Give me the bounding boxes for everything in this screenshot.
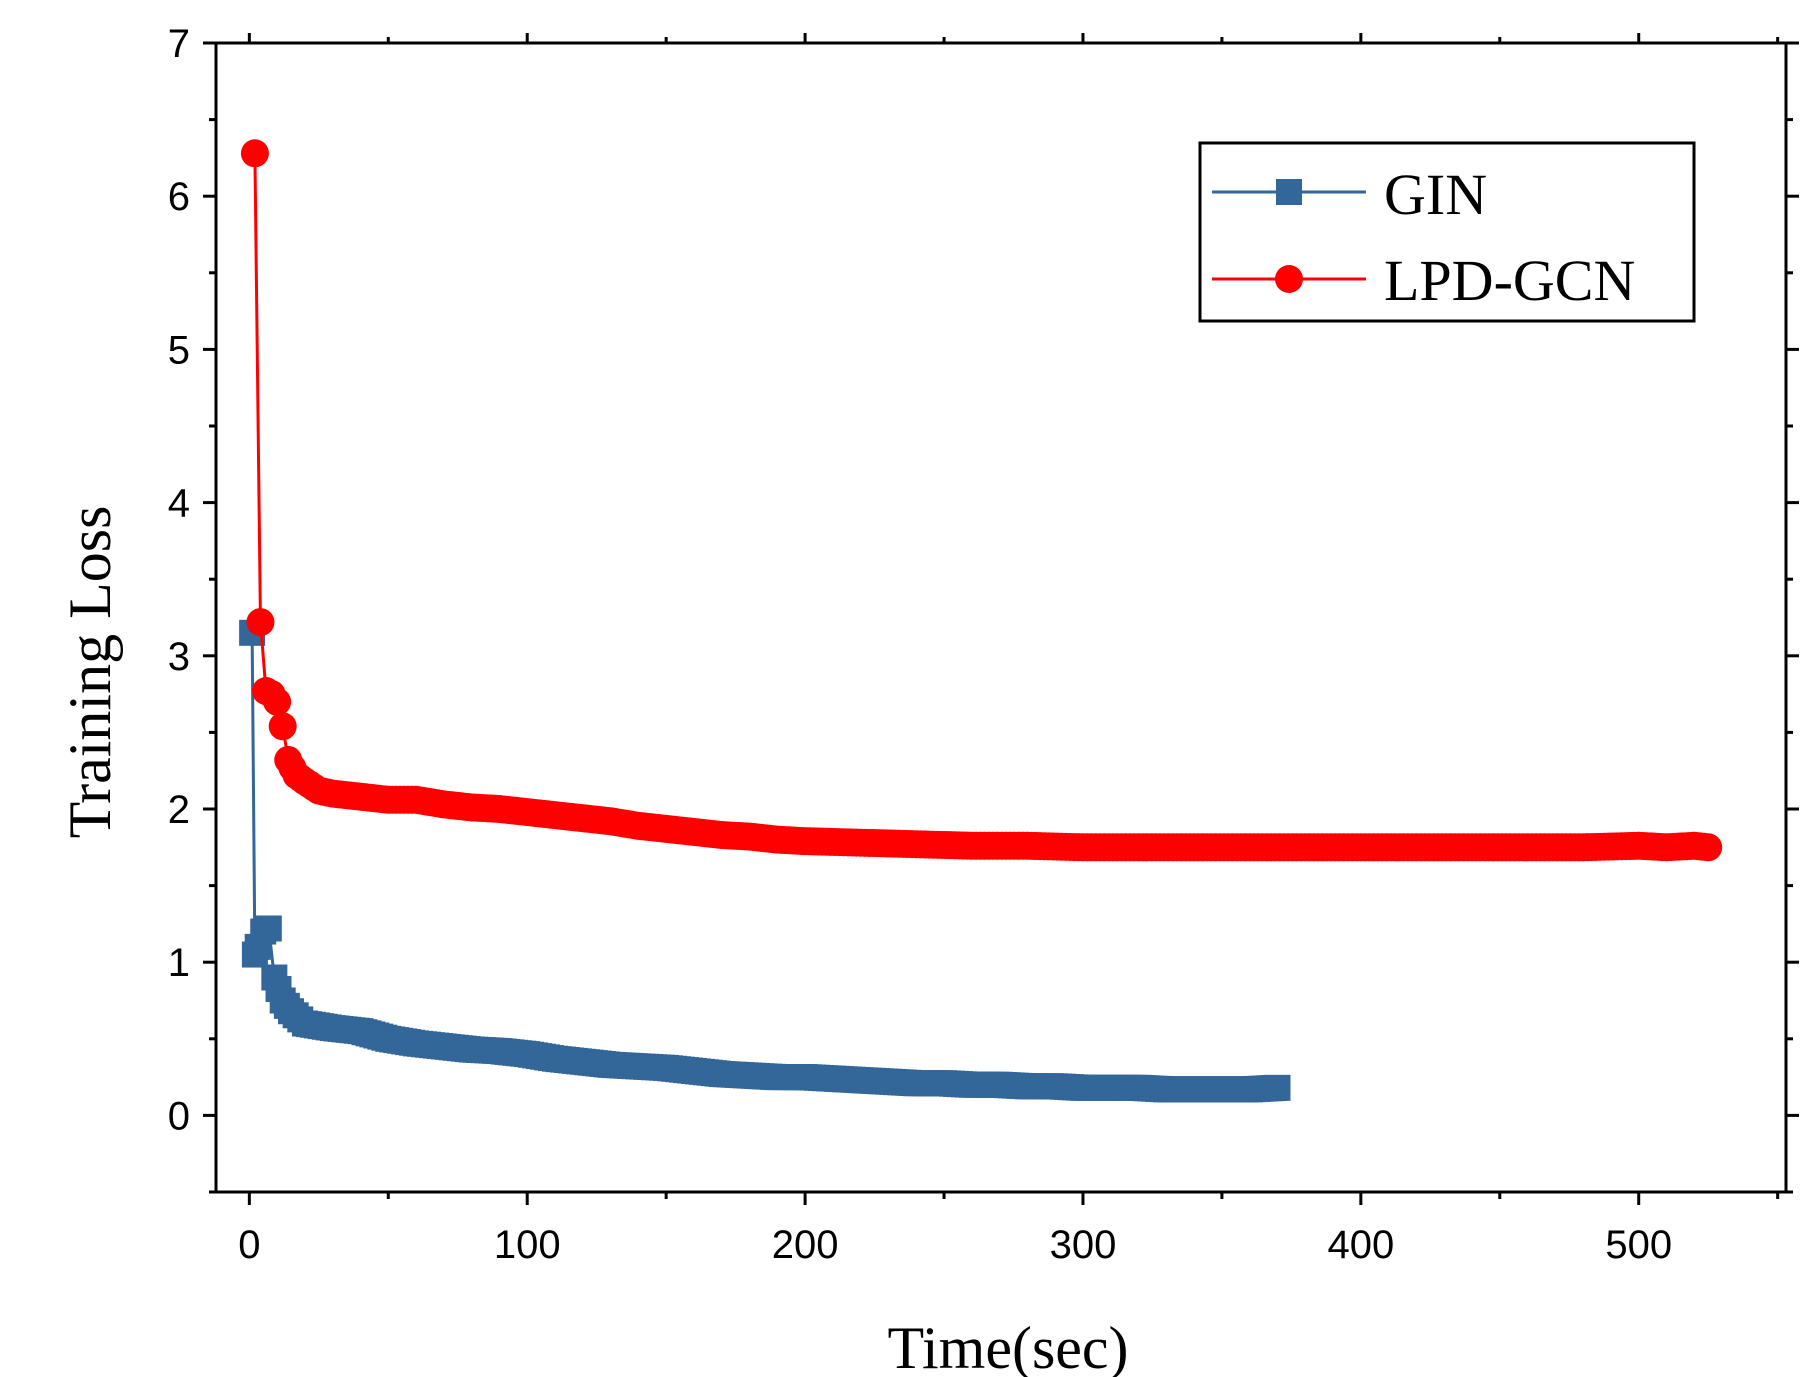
x-tick-label: 200 bbox=[772, 1223, 839, 1267]
data-point bbox=[240, 139, 269, 168]
legend-box bbox=[1198, 141, 1696, 323]
data-point bbox=[268, 712, 297, 741]
x-tick-label: 400 bbox=[1327, 1223, 1394, 1267]
y-tick-label: 2 bbox=[168, 788, 190, 832]
data-point bbox=[1264, 1074, 1291, 1101]
data-point bbox=[246, 608, 275, 637]
x-axis: 0 100 200 300 400 500 bbox=[238, 33, 1780, 1267]
x-tick-label: 300 bbox=[1050, 1223, 1117, 1267]
series-layer bbox=[239, 139, 1723, 1103]
y-tick-label: 7 bbox=[168, 22, 190, 66]
plot-frame bbox=[214, 41, 1788, 1194]
x-tick-label: 500 bbox=[1605, 1223, 1672, 1267]
y-tick-label: 5 bbox=[168, 328, 190, 372]
y-axis-title: Training Loss bbox=[57, 506, 123, 839]
legend-lpd-gcn-label: LPD-GCN bbox=[1384, 248, 1635, 313]
legend-gin-label: GIN bbox=[1384, 162, 1487, 227]
y-tick-label: 3 bbox=[168, 635, 190, 679]
legend: GIN LPD-GCN bbox=[1198, 141, 1696, 323]
legend-gin-marker bbox=[1276, 179, 1302, 205]
y-axis: 0 1 2 3 4 5 6 7 bbox=[168, 22, 1799, 1194]
series-gin bbox=[239, 619, 1291, 1103]
x-axis-title: Time(sec) bbox=[887, 1315, 1128, 1377]
y-tick-label: 0 bbox=[168, 1094, 190, 1138]
data-point bbox=[263, 687, 292, 716]
y-tick-label: 6 bbox=[168, 175, 190, 219]
x-tick-label: 0 bbox=[238, 1223, 260, 1267]
legend-lpd-gcn-marker bbox=[1275, 265, 1303, 293]
y-tick-label: 1 bbox=[168, 941, 190, 985]
x-tick-label: 100 bbox=[494, 1223, 561, 1267]
data-point bbox=[255, 915, 282, 942]
plot-area bbox=[214, 41, 1788, 1194]
series-lpd-gcn bbox=[240, 139, 1723, 862]
y-tick-label: 4 bbox=[168, 482, 190, 526]
data-point bbox=[1694, 833, 1723, 862]
